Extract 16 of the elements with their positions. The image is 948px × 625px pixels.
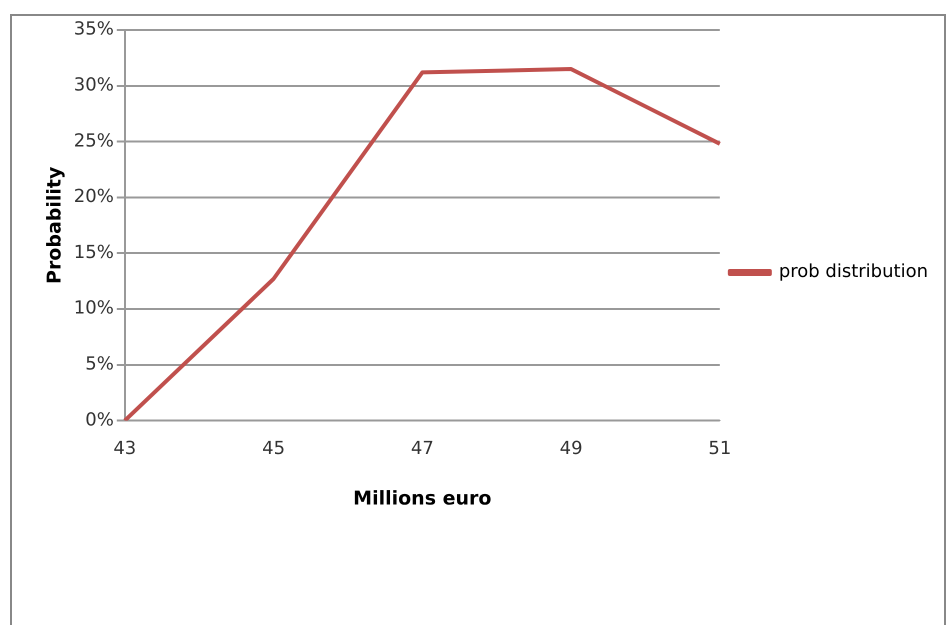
x-tick-label: 43 bbox=[113, 438, 136, 460]
y-tick-label: 25% bbox=[74, 130, 114, 152]
x-tick-label: 45 bbox=[262, 438, 286, 460]
x-axis-title: Millions euro bbox=[353, 488, 492, 510]
legend-label: prob distribution bbox=[778, 261, 928, 282]
y-tick-label: 30% bbox=[74, 74, 114, 96]
x-tick-label: 49 bbox=[560, 438, 583, 460]
y-tick-label: 0% bbox=[85, 409, 114, 430]
y-tick-label: 5% bbox=[85, 353, 114, 374]
y-tick-label: 15% bbox=[74, 242, 114, 263]
x-tick-label: 47 bbox=[410, 438, 434, 460]
x-tick-label: 51 bbox=[708, 438, 732, 460]
y-tick-label: 35% bbox=[74, 18, 114, 40]
y-tick-label: 10% bbox=[74, 298, 114, 319]
y-tick-label: 20% bbox=[74, 186, 114, 208]
y-axis-title: Probability bbox=[43, 166, 66, 284]
